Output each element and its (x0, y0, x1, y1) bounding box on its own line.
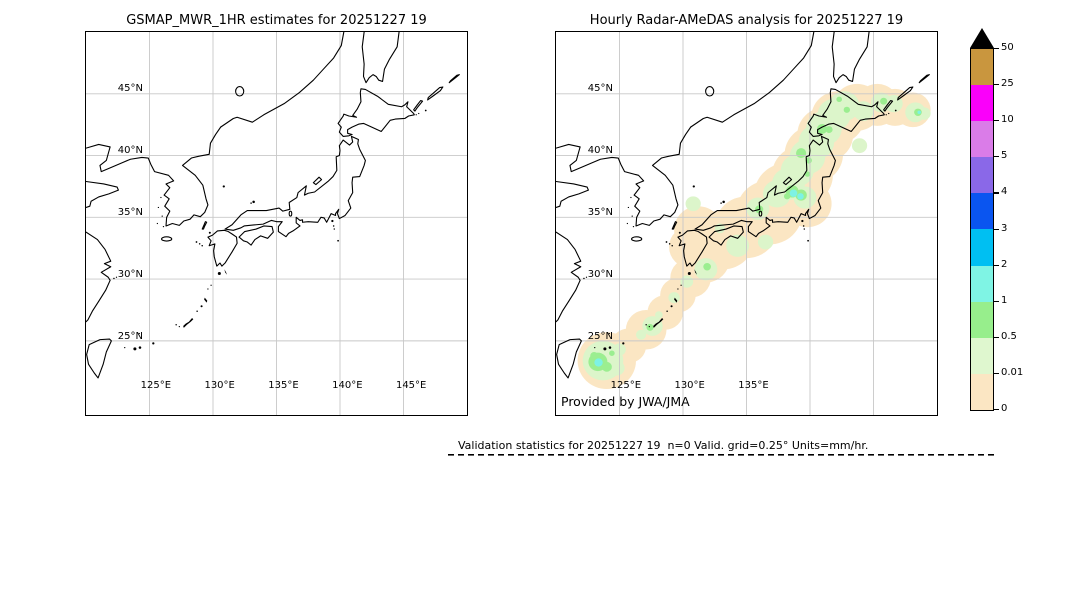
precipitation-overlay (577, 83, 931, 390)
lon-tick-label: 130°E (204, 380, 235, 391)
gsmap-map-panel: 45°N 40°N 35°N 30°N 25°N 125°E 130°E 135°E 140°E… (85, 31, 468, 416)
colorbar-tick-label: 0 (1001, 403, 1008, 414)
colorbar-tick (994, 372, 999, 375)
lat-tick-label: 30°N (117, 269, 143, 281)
colorbar-segment (971, 229, 993, 266)
radar-amedas-map-canvas (556, 32, 937, 415)
graticule-gridlines (86, 32, 467, 415)
colorbar-segment (971, 337, 993, 374)
lat-tick-label: 30°N (587, 269, 613, 281)
colorbar-segment (971, 265, 993, 302)
colorbar-tick (994, 156, 999, 158)
lat-tick-label: 45°N (117, 83, 143, 95)
precip-level-0-0.01 (577, 83, 931, 390)
colorbar-overflow-triangle-icon (970, 28, 994, 48)
gsmap-map-canvas (86, 32, 467, 415)
colorbar-tick (994, 192, 999, 194)
colorbar-tick-label: 2 (1001, 258, 1008, 270)
small-islands (113, 109, 427, 351)
lon-tick-label: 130°E (674, 380, 705, 391)
radar-amedas-map-panel: 45°N 40°N 35°N 30°N 25°N 125°E 130°E 135°E Prov… (555, 31, 938, 416)
coastlines (86, 32, 459, 378)
colorbar-tick (994, 120, 999, 122)
validation-statistics-note: Validation statistics for 20251227 19 n=… (448, 439, 998, 456)
colorbar-tick-label: 10 (1001, 114, 1014, 126)
data-credit: Provided by JWA/JMA (561, 394, 690, 409)
lon-tick-label: 140°E (332, 380, 363, 391)
lon-tick-label: 135°E (738, 380, 769, 391)
colorbar-segment (971, 301, 993, 338)
colorbar-tick (994, 48, 999, 50)
colorbar-segment (971, 373, 993, 410)
colorbar-segment (971, 193, 993, 230)
lon-tick-label: 125°E (140, 380, 172, 391)
colorbar-tick (994, 228, 999, 230)
colorbar-tick (994, 336, 999, 338)
colorbar-tick-label: 50 (1001, 42, 1014, 53)
lat-tick-label: 25°N (117, 331, 143, 343)
lat-tick-label: 25°N (587, 331, 613, 343)
left-map-title: GSMAP_MWR_1HR estimates for 20251227 19 (126, 13, 427, 28)
lat-tick-label: 45°N (587, 83, 613, 95)
precip-level-1-2 (594, 110, 921, 367)
colorbar-tick-label: 5 (1001, 150, 1008, 162)
lon-tick-label: 125°E (610, 380, 642, 391)
colorbar-segment (971, 157, 993, 194)
lat-tick-label: 35°N (587, 207, 613, 219)
colorbar-tick-label: 1 (1001, 294, 1008, 306)
colorbar (970, 48, 994, 411)
precip-level-0.01-0.5 (582, 91, 931, 381)
lat-tick-label: 35°N (117, 207, 143, 219)
colorbar-segment (971, 49, 993, 86)
right-map-title: Hourly Radar-AMeDAS analysis for 2025122… (589, 13, 904, 28)
colorbar-segment (971, 121, 993, 158)
lon-tick-label: 145°E (395, 380, 427, 391)
lat-tick-label: 40°N (117, 145, 143, 157)
colorbar-tick-label: 25 (1001, 78, 1014, 90)
colorbar-tick (994, 84, 999, 86)
colorbar-tick-label: 0.5 (1001, 330, 1017, 342)
lat-tick-label: 40°N (587, 145, 613, 157)
colorbar-tick (994, 409, 999, 411)
lon-tick-label: 135°E (268, 380, 299, 391)
colorbar-tick-label: 3 (1001, 222, 1008, 234)
colorbar-tick-label: 0.01 (1001, 366, 1024, 378)
colorbar-tick-label: 4 (1001, 186, 1008, 198)
colorbar-tick (994, 300, 999, 302)
colorbar-segment (971, 85, 993, 122)
colorbar-tick (994, 264, 999, 266)
